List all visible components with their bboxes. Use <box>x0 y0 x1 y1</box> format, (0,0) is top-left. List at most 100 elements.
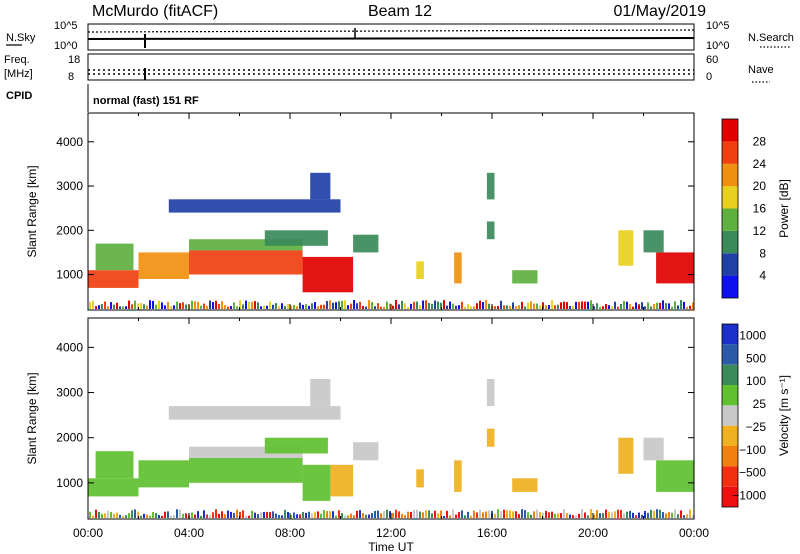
ground-scatter-cell <box>227 306 229 309</box>
ground-scatter-cell <box>101 304 103 309</box>
ground-scatter-cell <box>320 513 322 518</box>
ground-scatter-cell <box>95 306 97 309</box>
nave-label: Nave <box>748 64 774 76</box>
colorbar-swatch <box>722 486 738 507</box>
ground-scatter-cell <box>533 511 535 518</box>
ground-scatter-cell <box>299 302 301 309</box>
cpid-text: normal (fast) 151 RF <box>93 95 199 107</box>
ground-scatter-cell <box>422 300 424 309</box>
ground-scatter-cell <box>113 513 115 518</box>
x-tick-label: 04:00 <box>174 526 204 540</box>
ground-scatter-cell <box>488 303 490 309</box>
ground-scatter-cell <box>512 302 514 309</box>
colorbar-swatch <box>722 186 738 209</box>
ground-scatter-cell <box>680 510 682 518</box>
ground-scatter-cell <box>509 306 511 309</box>
noise-search-trace <box>87 29 695 33</box>
ground-scatter-cell <box>611 306 613 309</box>
ground-scatter-cell <box>638 304 640 309</box>
ground-scatter-cell <box>131 510 133 518</box>
echo-region-16 <box>618 437 634 474</box>
ground-scatter-cell <box>233 302 235 309</box>
beam-title: Beam 12 <box>368 3 432 20</box>
ground-scatter-cell <box>407 511 409 518</box>
ground-scatter-cell <box>329 511 331 518</box>
ground-scatter-cell <box>149 300 151 309</box>
ground-scatter-cell <box>107 306 109 309</box>
ground-scatter-cell <box>341 513 343 518</box>
echo-region-6 <box>330 464 354 497</box>
ground-scatter-cell <box>206 305 208 309</box>
ground-scatter-cell <box>599 306 601 309</box>
ground-scatter-cell <box>266 511 268 518</box>
ground-scatter-cell <box>338 301 340 309</box>
ground-scatter-cell <box>314 302 316 309</box>
echo-region-14 <box>512 270 538 284</box>
colorbar-swatch <box>722 405 738 426</box>
ground-scatter-cell <box>176 301 178 309</box>
ground-scatter-cell <box>317 511 319 518</box>
echo-region-3 <box>189 458 303 483</box>
echo-region-1 <box>95 243 134 271</box>
echo-region-16 <box>656 252 694 284</box>
ground-scatter-cell <box>158 515 160 518</box>
ground-scatter-cell <box>296 306 298 309</box>
colorbar-swatch <box>722 119 738 142</box>
ground-scatter-cell <box>365 514 367 518</box>
date-title: 01/May/2019 <box>613 3 706 20</box>
colorbar-tick-label: −500 <box>739 466 766 480</box>
ground-scatter-cell <box>557 304 559 309</box>
echo-region-17 <box>656 460 694 492</box>
ground-scatter-cell <box>323 510 325 518</box>
ground-scatter-cell <box>551 511 553 518</box>
ground-scatter-cell <box>323 304 325 309</box>
ground-scatter-cell <box>407 306 409 309</box>
ground-scatter-cell <box>347 305 349 309</box>
ground-scatter-cell <box>506 510 508 518</box>
colorbar-swatch <box>722 385 738 406</box>
ground-scatter-cell <box>485 511 487 518</box>
ground-scatter-cell <box>170 306 172 309</box>
ground-scatter-cell <box>164 305 166 309</box>
ground-scatter-cell <box>461 510 463 518</box>
ground-scatter-cell <box>425 300 427 309</box>
ground-scatter-cell <box>449 515 451 518</box>
ground-scatter-cell <box>260 306 262 309</box>
ground-scatter-cell <box>575 515 577 518</box>
ground-scatter-cell <box>368 514 370 518</box>
ground-scatter-cell <box>155 304 157 309</box>
ground-scatter-cell <box>569 305 571 309</box>
ground-scatter-cell <box>164 511 166 518</box>
echo-region-18 <box>643 437 664 461</box>
ground-scatter-cell <box>668 511 670 518</box>
ground-scatter-cell <box>326 301 328 309</box>
ground-scatter-cell <box>494 306 496 309</box>
ground-scatter-cell <box>122 515 124 518</box>
ground-scatter-cell <box>605 509 607 518</box>
colorbar-swatch <box>722 230 738 254</box>
ground-scatter-cell <box>482 302 484 309</box>
ground-scatter-cell <box>380 306 382 309</box>
ground-scatter-cell <box>218 303 220 309</box>
ground-scatter-cell <box>116 512 118 518</box>
ground-scatter-cell <box>626 301 628 309</box>
ground-scatter-cell <box>152 512 154 518</box>
colorbar-tick-label: 28 <box>753 134 767 148</box>
ground-scatter-cell <box>614 511 616 518</box>
echo-region-11 <box>416 469 424 488</box>
ground-scatter-cell <box>404 303 406 309</box>
nave-tick-bottom: 0 <box>706 71 712 83</box>
ground-scatter-cell <box>581 509 583 518</box>
ground-scatter-cell <box>350 303 352 309</box>
ground-scatter-cell <box>248 301 250 309</box>
x-tick-label: 20:00 <box>578 526 608 540</box>
ground-scatter-cell <box>137 511 139 518</box>
ground-scatter-cell <box>566 513 568 518</box>
ground-scatter-cell <box>308 511 310 518</box>
colorbar-tick-label: 100 <box>746 374 766 388</box>
ground-scatter-cell <box>626 511 628 518</box>
ground-scatter-cell <box>284 305 286 309</box>
ground-scatter-cell <box>377 510 379 518</box>
ground-scatter-cell <box>605 303 607 309</box>
ground-scatter-cell <box>122 306 124 309</box>
